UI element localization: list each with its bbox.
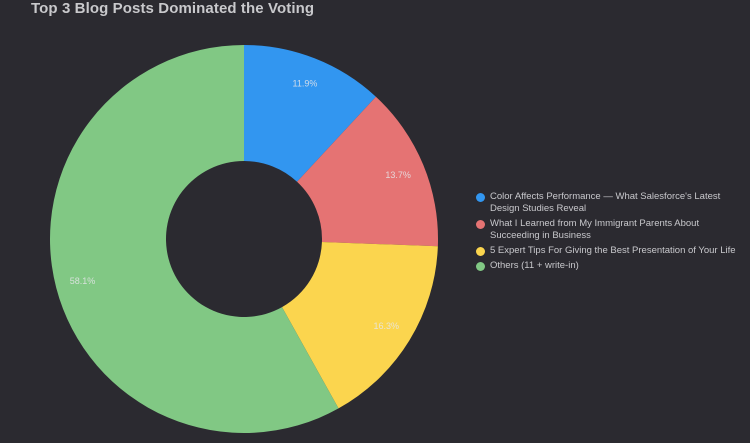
legend-item-immigrant-parents[interactable]: What I Learned from My Immigrant Parents… bbox=[476, 218, 736, 242]
legend-label: Others (11 + write-in) bbox=[490, 260, 579, 271]
legend-dot-icon bbox=[476, 193, 485, 202]
chart-title: Top 3 Blog Posts Dominated the Voting bbox=[31, 0, 315, 17]
slice-percent-label: 58.1% bbox=[70, 276, 96, 286]
legend-label: What I Learned from My Immigrant Parents… bbox=[490, 218, 700, 241]
legend-item-color-affects-performance[interactable]: Color Affects Performance — What Salesfo… bbox=[476, 191, 736, 215]
chart-legend: Color Affects Performance — What Salesfo… bbox=[476, 191, 736, 275]
legend-item-others[interactable]: Others (11 + write-in) bbox=[476, 260, 736, 272]
donut-slice[interactable] bbox=[297, 96, 438, 247]
slice-percent-label: 11.9% bbox=[293, 79, 318, 89]
slice-percent-label: 13.7% bbox=[385, 170, 411, 180]
donut-slice[interactable] bbox=[49, 45, 339, 433]
slice-labels: 11.9% 13.7% 16.3% 58.1% bbox=[70, 79, 411, 331]
legend-label: Color Affects Performance — What Salesfo… bbox=[490, 191, 721, 214]
donut-slice[interactable] bbox=[282, 241, 438, 409]
legend-label: 5 Expert Tips For Giving the Best Presen… bbox=[490, 245, 736, 256]
donut-slices bbox=[49, 45, 438, 433]
donut-chart: 11.9% 13.7% 16.3% 58.1% bbox=[49, 45, 438, 433]
donut-slice[interactable] bbox=[244, 45, 376, 182]
slice-percent-label: 16.3% bbox=[373, 321, 399, 331]
legend-item-expert-tips[interactable]: 5 Expert Tips For Giving the Best Presen… bbox=[476, 245, 736, 257]
legend-dot-icon bbox=[476, 262, 485, 271]
legend-dot-icon bbox=[476, 247, 485, 256]
legend-dot-icon bbox=[476, 220, 485, 229]
